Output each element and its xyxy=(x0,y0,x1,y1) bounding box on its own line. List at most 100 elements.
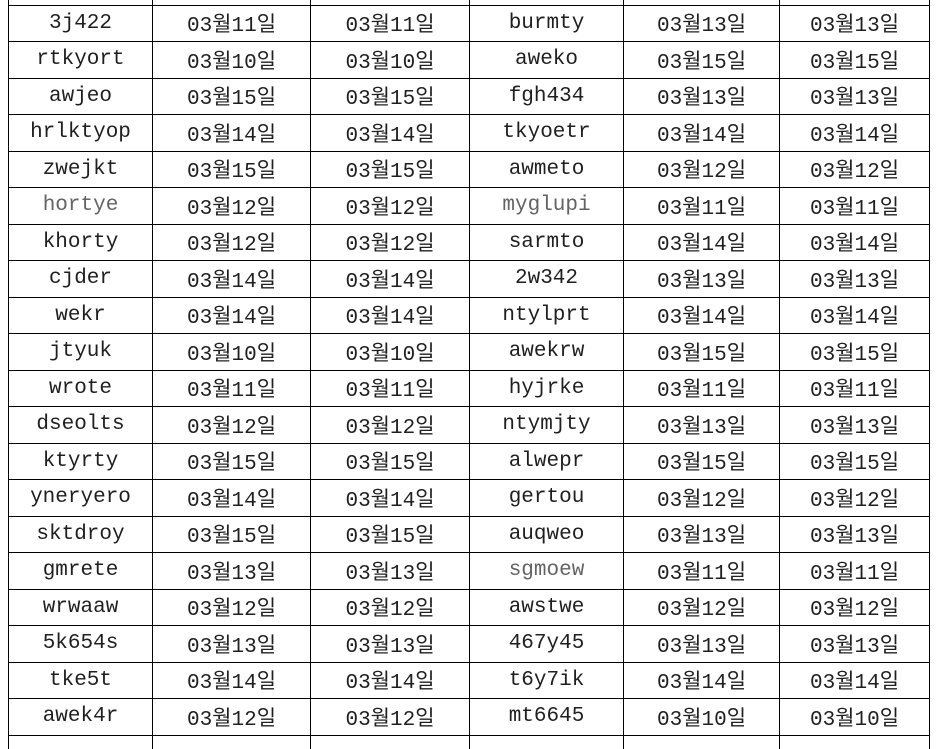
table-cell[interactable]: 03월12일 xyxy=(779,479,930,517)
table-cell[interactable]: 03월14일 xyxy=(152,296,311,334)
table-cell[interactable]: alwepr xyxy=(469,442,624,480)
table-cell[interactable]: 03월13일 xyxy=(623,625,780,663)
table-cell[interactable]: 03월11일 xyxy=(779,552,930,590)
table-cell[interactable]: 03월14일 xyxy=(152,661,311,699)
table-cell[interactable]: 03월10일 xyxy=(152,41,311,79)
table-cell[interactable]: wrwaaw xyxy=(8,588,153,626)
table-cell[interactable]: awmeto xyxy=(469,150,624,188)
table-cell[interactable]: zwejkt xyxy=(8,150,153,188)
table-cell[interactable]: 03월11일 xyxy=(623,187,780,225)
table-cell[interactable]: dseolts xyxy=(8,406,153,444)
table-cell[interactable]: 03월14일 xyxy=(310,479,470,517)
table-cell[interactable]: gmrete xyxy=(8,552,153,590)
table-cell[interactable]: 03월14일 xyxy=(779,114,930,152)
table-cell[interactable]: 03월12일 xyxy=(152,223,311,261)
table-cell[interactable]: 03월12일 xyxy=(779,150,930,188)
table-cell[interactable]: 03월15일 xyxy=(623,442,780,480)
table-cell[interactable]: 03월11일 xyxy=(779,187,930,225)
table-cell[interactable]: myglupi xyxy=(469,187,624,225)
table-cell[interactable]: 03월12일 xyxy=(152,698,311,736)
table-cell[interactable]: 03월11일 xyxy=(623,552,780,590)
table-cell[interactable]: 03월13일 xyxy=(623,4,780,42)
table-cell[interactable]: wekr xyxy=(8,296,153,334)
table-cell[interactable]: khorty xyxy=(8,223,153,261)
table-cell[interactable]: 03월13일 xyxy=(779,625,930,663)
table-cell[interactable]: awstwe xyxy=(469,588,624,626)
table-cell[interactable]: 03월10일 xyxy=(779,698,930,736)
table-cell[interactable]: 03월13일 xyxy=(779,260,930,298)
table-cell[interactable]: 03월14일 xyxy=(152,260,311,298)
table-cell[interactable]: 03월11일 xyxy=(623,369,780,407)
table-cell[interactable]: 03월15일 xyxy=(152,77,311,115)
table-cell[interactable]: 03월15일 xyxy=(310,77,470,115)
table-cell[interactable]: 03월13일 xyxy=(152,625,311,663)
table-cell[interactable]: 03월15일 xyxy=(152,150,311,188)
table-cell[interactable]: 03월14일 xyxy=(310,661,470,699)
table-cell[interactable]: 03월14일 xyxy=(779,223,930,261)
table-cell[interactable]: 03월12일 xyxy=(623,150,780,188)
table-cell[interactable]: hortye xyxy=(8,187,153,225)
table-cell[interactable]: 03월12일 xyxy=(310,223,470,261)
table-cell[interactable]: 03월14일 xyxy=(779,661,930,699)
table-cell[interactable]: 03월15일 xyxy=(310,150,470,188)
table-cell[interactable]: 03월13일 xyxy=(623,406,780,444)
table-cell[interactable]: cjder xyxy=(8,260,153,298)
table-cell[interactable]: 03월12일 xyxy=(310,406,470,444)
table-cell[interactable]: awjeo xyxy=(8,77,153,115)
table-cell[interactable]: 03월15일 xyxy=(623,41,780,79)
table-cell[interactable]: 03월14일 xyxy=(310,260,470,298)
table-cell[interactable]: mt6645 xyxy=(469,698,624,736)
table-cell[interactable]: 03월12일 xyxy=(779,588,930,626)
table-cell[interactable]: 03월14일 xyxy=(152,479,311,517)
table-cell[interactable]: 03월10일 xyxy=(310,41,470,79)
table-cell[interactable]: gertou xyxy=(469,479,624,517)
table-cell[interactable]: 03월15일 xyxy=(779,41,930,79)
table-cell[interactable]: ntymjty xyxy=(469,406,624,444)
table-cell[interactable]: ktyrty xyxy=(8,442,153,480)
table-cell[interactable]: 03월12일 xyxy=(152,187,311,225)
table-cell[interactable]: 03월15일 xyxy=(623,333,780,371)
table-cell[interactable]: tke5t xyxy=(8,661,153,699)
table-cell[interactable]: fgh434 xyxy=(469,77,624,115)
table-cell[interactable]: wrote xyxy=(8,369,153,407)
table-cell[interactable]: 03월13일 xyxy=(779,515,930,553)
table-cell[interactable]: 03월14일 xyxy=(310,114,470,152)
table-cell[interactable]: 03월12일 xyxy=(623,588,780,626)
table-cell[interactable]: hrlktyop xyxy=(8,114,153,152)
table-cell[interactable]: 5k654s xyxy=(8,625,153,663)
table-cell[interactable]: 03월10일 xyxy=(152,333,311,371)
table-cell[interactable]: hyjrke xyxy=(469,369,624,407)
table-cell[interactable]: 03월15일 xyxy=(310,442,470,480)
table-cell[interactable]: rtkyort xyxy=(8,41,153,79)
table-cell[interactable]: 03월10일 xyxy=(623,698,780,736)
table-cell[interactable]: 03월12일 xyxy=(310,187,470,225)
table-cell[interactable]: 03월15일 xyxy=(310,515,470,553)
table-cell[interactable]: 03월11일 xyxy=(779,369,930,407)
table-cell[interactable]: awekrw xyxy=(469,333,624,371)
table-cell[interactable]: 03월14일 xyxy=(623,296,780,334)
table-cell[interactable]: 03월13일 xyxy=(779,4,930,42)
table-cell[interactable]: 03월11일 xyxy=(152,4,311,42)
table-cell[interactable]: 03월14일 xyxy=(779,296,930,334)
table-cell[interactable]: aweko xyxy=(469,41,624,79)
table-cell[interactable]: 03월14일 xyxy=(623,661,780,699)
table-cell[interactable]: 2w342 xyxy=(469,260,624,298)
table-cell[interactable]: 03월14일 xyxy=(152,114,311,152)
table-cell[interactable]: sktdroy xyxy=(8,515,153,553)
table-cell[interactable]: sgmoew xyxy=(469,552,624,590)
table-cell[interactable]: t6y7ik xyxy=(469,661,624,699)
table-cell[interactable]: 03월15일 xyxy=(152,515,311,553)
table-cell[interactable]: 03월12일 xyxy=(310,588,470,626)
table-cell[interactable]: ntylprt xyxy=(469,296,624,334)
table-cell[interactable]: 03월14일 xyxy=(623,223,780,261)
table-cell[interactable]: 3j422 xyxy=(8,4,153,42)
table-cell[interactable]: 03월14일 xyxy=(623,114,780,152)
table-cell[interactable]: 03월15일 xyxy=(779,333,930,371)
table-cell[interactable]: auqweo xyxy=(469,515,624,553)
table-cell[interactable]: jtyuk xyxy=(8,333,153,371)
table-cell[interactable]: 467y45 xyxy=(469,625,624,663)
table-cell[interactable]: 03월13일 xyxy=(310,625,470,663)
table-cell[interactable]: awek4r xyxy=(8,698,153,736)
table-cell[interactable]: 03월12일 xyxy=(623,479,780,517)
table-cell[interactable]: yneryero xyxy=(8,479,153,517)
